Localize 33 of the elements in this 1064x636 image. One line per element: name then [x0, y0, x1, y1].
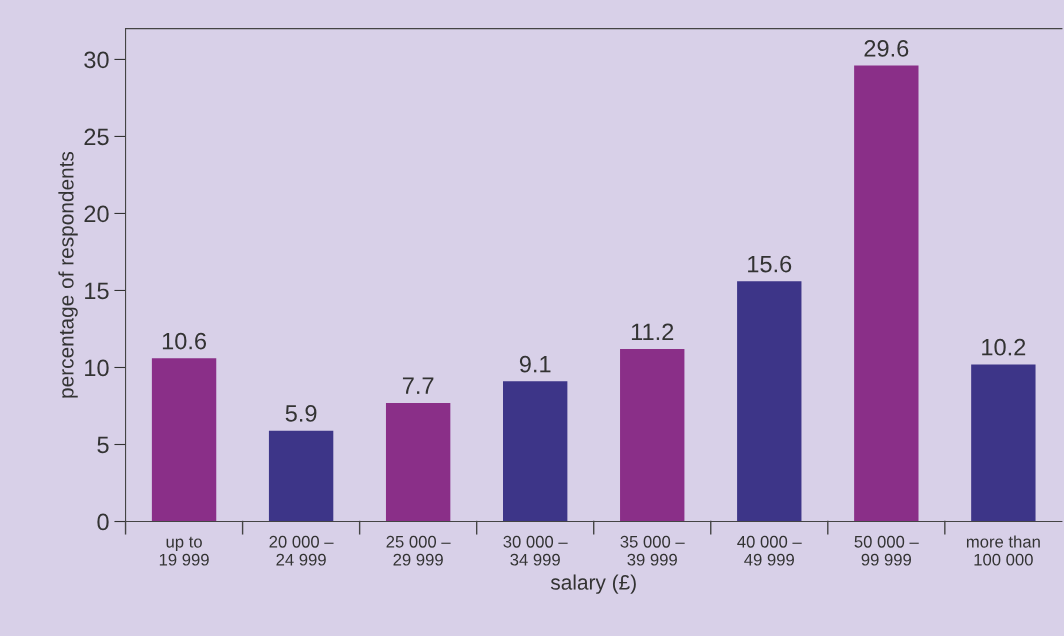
bar: [268, 430, 334, 522]
bar: [971, 364, 1036, 522]
data-label: 9.1: [519, 355, 551, 373]
x-tick-label: 25 000 – 29 999: [386, 535, 451, 566]
y-tick-label: 0: [97, 513, 109, 531]
data-label: 7.7: [402, 377, 434, 394]
data-label: 29.6: [864, 40, 909, 57]
x-tick-label: more than 100 000: [966, 535, 1040, 566]
x-tick-label: 50 000 – 99 999: [854, 535, 919, 566]
y-tick-label: 10: [85, 359, 109, 377]
y-tick-label: 30: [84, 51, 109, 69]
data-label: 5.9: [285, 405, 317, 422]
x-tick-label: 35 000 – 39 999: [620, 535, 685, 566]
y-tick-label: 25: [84, 128, 109, 146]
data-label: 10.2: [982, 338, 1026, 356]
data-label: 11.2: [631, 323, 674, 340]
x-tick-label: up to 19 999: [159, 536, 209, 566]
bar: [151, 358, 217, 522]
x-tick-label: 40 000 – 49 999: [737, 535, 802, 566]
bar: [620, 349, 685, 522]
x-tick-label: 20 000 – 24 999: [269, 535, 334, 566]
y-tick-label: 20: [84, 205, 109, 223]
bar: [503, 381, 568, 522]
data-label: 15.6: [748, 255, 792, 273]
data-label: 10.6: [162, 332, 207, 350]
y-tick-label: 15: [85, 282, 109, 300]
x-axis-title: salary (£): [550, 574, 636, 594]
bar: [385, 402, 451, 522]
bar: [854, 65, 919, 522]
x-tick-label: 30 000 – 34 999: [503, 535, 568, 566]
y-axis-title: percentage of respondents: [58, 151, 78, 398]
y-tick-label: 5: [97, 436, 109, 454]
bar: [737, 281, 802, 522]
